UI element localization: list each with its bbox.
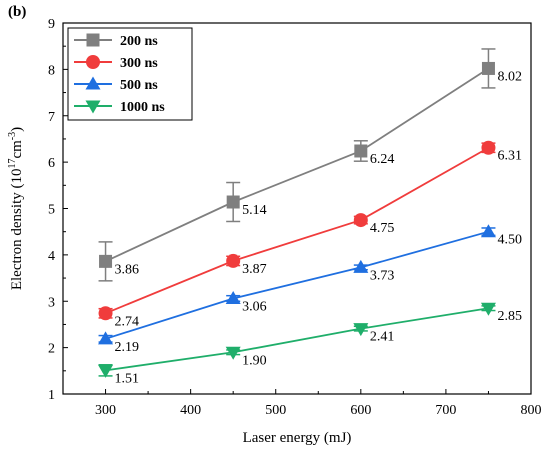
y-tick-label: 4 [48,249,55,264]
legend-label: 1000 ns [120,100,165,115]
data-point [225,346,241,360]
data-label: 6.24 [370,152,395,167]
data-point [480,224,496,238]
x-tick-label: 600 [350,403,371,418]
data-point [99,254,113,268]
x-tick-label: 700 [435,403,456,418]
data-label: 8.02 [497,69,522,84]
y-tick-label: 8 [48,63,55,78]
legend-entry: 200 ns [74,33,158,49]
legend-label: 200 ns [120,34,158,49]
x-axis-label: Laser energy (mJ) [243,430,352,446]
y-tick-label: 6 [48,156,55,171]
data-point [226,253,241,268]
data-label: 6.31 [497,149,522,164]
data-point [225,290,241,304]
data-label: 3.87 [242,262,267,277]
y-axis-label-mid: cm [9,140,25,159]
y-axis-label-exp2: -3 [7,132,18,140]
data-point [353,259,369,273]
x-tick-label: 500 [265,403,286,418]
y-tick-label: 2 [48,342,55,357]
y-tick-label: 1 [48,388,55,403]
x-tick-label: 300 [95,403,116,418]
series-500-ns: 2.19 3.06 3.73 4.50 [98,224,522,355]
data-label: 3.86 [115,262,140,277]
data-point [353,323,369,337]
data-point [481,140,496,155]
data-label: 2.41 [370,330,395,345]
data-label: 2.19 [115,340,140,355]
data-point [98,364,114,378]
series-line [105,67,489,263]
legend-marker [86,33,100,47]
y-axis-label: Electron density (1017cm-3) [7,127,25,290]
y-axis-label-exp1: 17 [7,159,18,169]
data-label: 4.75 [370,221,395,236]
axes: 300 400 500 600 700 800 1 2 3 4 5 6 7 8 9 [48,17,542,418]
y-axis-label-end: ) [9,127,25,132]
legend-entry: 1000 ns [74,100,165,115]
data-point [98,306,113,321]
series-200-ns: 3.86 5.14 6.24 8.02 [98,48,522,282]
legend: 200 ns 300 ns 500 ns 1000 ns [67,27,193,121]
series-line [105,146,489,315]
y-tick-label: 9 [48,17,55,32]
y-tick-label: 3 [48,295,55,310]
panel-label: (b) [8,4,26,20]
x-tick-label: 800 [521,403,542,418]
legend-entry: 300 ns [74,55,158,71]
y-tick-label: 7 [48,110,55,125]
series-1000-ns: 1.51 1.90 2.41 2.85 [98,302,522,386]
data-point [98,331,114,345]
data-label: 2.74 [115,314,140,329]
y-axis-label-main: Electron density (10 [9,169,25,291]
legend-label: 500 ns [120,78,158,93]
legend-entry: 500 ns [74,76,158,93]
data-point [480,302,496,316]
data-label: 4.50 [497,233,522,248]
series-300-ns: 2.74 3.87 4.75 6.31 [98,140,522,329]
plot-area: 3.86 5.14 6.24 8.02 2.74 3.87 4.75 6.31 2.19 3.06… [98,48,522,386]
data-label: 2.85 [497,309,522,324]
data-label: 3.73 [370,268,395,283]
legend-marker [86,55,100,69]
data-label: 1.90 [242,353,267,368]
data-label: 1.51 [115,371,140,386]
legend-marker [85,76,101,90]
series-line [105,230,489,340]
series-line [105,307,489,372]
data-point [353,213,368,228]
legend-label: 300 ns [120,56,158,71]
data-label: 5.14 [242,203,267,218]
data-point [481,61,495,75]
x-tick-label: 400 [180,403,201,418]
data-point [354,144,368,158]
y-tick-label: 5 [48,203,55,218]
legend-marker [85,100,101,114]
data-point [226,195,240,209]
data-label: 3.06 [242,299,267,314]
